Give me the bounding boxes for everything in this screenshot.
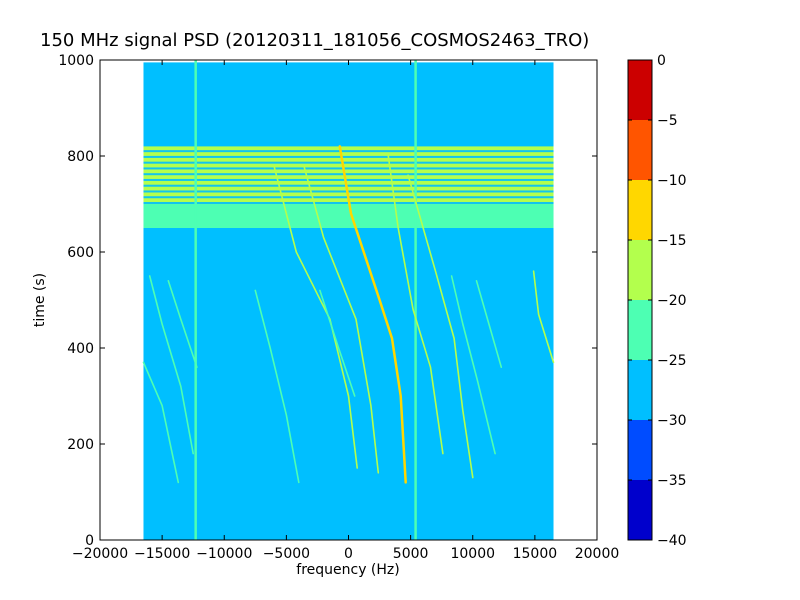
colorbar-tick-label: −35 [657,473,687,489]
trace-6 [142,361,180,484]
colorbar-tick-label: −15 [657,233,687,249]
colorbar-segment [628,360,652,420]
x-tick-label: 0 [344,546,353,562]
x-tick-label: −15000 [134,546,190,562]
colorbar-segment [628,240,652,300]
trace-5 [532,270,555,364]
trace-0 [338,145,407,484]
axes: −20000 −15000 −10000 −5000 0 5000 10000 15000 20… [58,53,619,562]
heatmap-band-stripe [143,167,554,170]
colorbar-segment [628,420,652,480]
x-tick-label: 10000 [450,546,495,562]
colorbar-segment [628,60,652,120]
heatmap-band-stripe [143,150,554,153]
heatmap-band-stripe [143,184,554,187]
y-tick-label: 200 [67,437,94,453]
x-axis-label: frequency (Hz) [296,562,400,578]
trace-8 [167,279,198,369]
colorbar-tick-label: 0 [657,53,666,69]
colorbar-segment [628,180,652,240]
heatmap-band-stripe [143,161,554,164]
trace-11 [450,275,496,455]
x-tick-label: 20000 [575,546,620,562]
trace-3 [302,164,380,474]
colorbar-tick-label: −25 [657,353,687,369]
plot-area [142,60,555,541]
trace-9 [254,289,300,484]
colorbar-segment [628,120,652,180]
colorbar-tick-label: −20 [657,293,687,309]
x-tick-label: −20000 [72,546,128,562]
colorbar-tick-label: −5 [657,113,678,129]
colorbar: 0 −5 −10 −15 −20 −25 −30 −35 −40 [627,53,687,549]
x-tick-label: 15000 [513,546,558,562]
colorbar-tick-label: −40 [657,533,687,549]
colorbar-segment [628,300,652,360]
colorbar-segment [628,480,652,540]
heatmap-band-stripe [143,155,554,158]
y-tick-label: 0 [85,533,94,549]
y-tick-label: 1000 [58,53,94,69]
heatmap-band-stripe [143,178,554,181]
heatmap-band-stripe [143,173,554,176]
colorbar-tick-label: −10 [657,173,687,189]
colorbar-tick-label: −30 [657,413,687,429]
trace-4 [387,155,444,455]
trace-7 [148,275,194,455]
trace-1 [407,174,474,479]
x-tick-label: 5000 [393,546,429,562]
chart-title: 150 MHz signal PSD (20120311_181056_COSM… [40,30,590,51]
y-tick-label: 800 [67,149,94,165]
x-tick-label: −5000 [263,546,310,562]
y-tick-label: 600 [67,245,94,261]
trace-10 [319,289,356,397]
heatmap-band-0 [143,204,554,228]
trace-12 [475,279,503,369]
y-tick-label: 400 [67,341,94,357]
x-tick-label: −10000 [196,546,252,562]
